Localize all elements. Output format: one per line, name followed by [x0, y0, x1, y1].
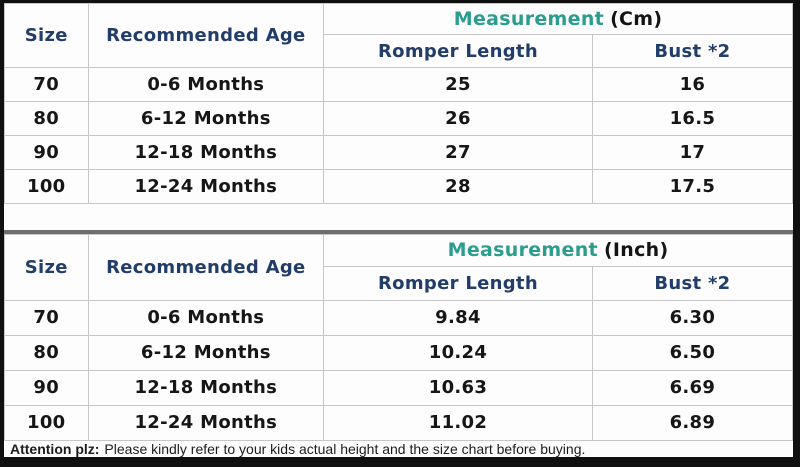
age-cell: 6-12 Months: [87, 334, 325, 371]
table-row: 80 6-12 Months 26 16.5: [4, 101, 794, 136]
bottom-border-bar: [4, 456, 793, 467]
measurement-label: Measurement: [453, 8, 605, 30]
age-header-cell: Recommended Age: [87, 233, 325, 301]
table-row: 100 12-24 Months 11.02 6.89: [4, 404, 794, 441]
bust-cell: 16.5: [591, 101, 794, 136]
size-cell: 90: [4, 369, 89, 406]
table-row: 70 0-6 Months 9.84 6.30: [4, 299, 794, 336]
table-row: 90 12-18 Months 27 17: [4, 135, 794, 170]
measurement-header-cell: Measurement (Inch): [323, 233, 793, 267]
measurement-label: Measurement: [447, 239, 598, 262]
length-cell: 10.24: [323, 334, 593, 371]
table-row: 80 6-12 Months 10.24 6.50: [4, 334, 794, 371]
inch-header-row-1: Size Recommended Age Measurement (Inch): [4, 233, 793, 301]
table-row: 90 12-18 Months 10.63 6.69: [4, 369, 794, 406]
size-header-cell: Size: [4, 3, 89, 68]
bust-header-cell: Bust *2: [591, 34, 794, 68]
measurement-unit-label: (Cm): [610, 8, 663, 30]
size-cell: 100: [4, 404, 89, 441]
length-cell: 11.02: [323, 404, 593, 441]
size-cell: 80: [4, 334, 89, 371]
attention-note-text: Please kindly refer to your kids actual …: [104, 440, 586, 457]
age-cell: 6-12 Months: [87, 101, 325, 136]
bust-cell: 17: [591, 135, 794, 170]
length-cell: 27: [323, 135, 593, 170]
size-cell: 90: [4, 135, 89, 170]
size-cell: 100: [4, 169, 89, 204]
age-cell: 0-6 Months: [87, 67, 325, 102]
length-cell: 9.84: [323, 299, 593, 336]
table-row: 70 0-6 Months 25 16: [4, 67, 794, 102]
size-chart-inch-table: Size Recommended Age Measurement (Inch) R…: [4, 233, 794, 441]
cm-header-row-1: Size Recommended Age Measurement (Cm): [4, 3, 793, 68]
inch-table-wrapper: Size Recommended Age Measurement (Inch) R…: [4, 229, 794, 441]
inch-header-row-2: Romper Length Bust *2: [5, 265, 794, 301]
measurement-header-cell: Measurement (Cm): [323, 3, 793, 35]
measurement-unit-label: (Inch): [603, 239, 669, 262]
attention-note-label: Attention plz:: [10, 440, 100, 457]
age-cell: 12-24 Months: [87, 169, 325, 204]
bust-cell: 6.30: [591, 299, 794, 336]
age-header-cell: Recommended Age: [87, 3, 325, 68]
bust-cell: 17.5: [591, 169, 794, 204]
size-header-cell: Size: [4, 233, 89, 301]
bust-cell: 16: [591, 67, 794, 102]
size-cell: 70: [4, 67, 89, 102]
age-cell: 12-24 Months: [87, 404, 325, 441]
romper-length-header-cell: Romper Length: [323, 34, 593, 68]
age-cell: 12-18 Months: [87, 369, 325, 406]
bust-cell: 6.50: [591, 334, 794, 371]
attention-note: Attention plz: Please kindly refer to yo…: [4, 440, 793, 457]
length-cell: 26: [323, 101, 593, 136]
age-cell: 12-18 Months: [87, 135, 325, 170]
size-cell: 70: [4, 299, 89, 336]
length-cell: 10.63: [323, 369, 593, 406]
table-gap-divider: [4, 204, 793, 230]
romper-length-header-cell: Romper Length: [323, 265, 593, 301]
length-cell: 25: [323, 67, 593, 102]
size-cell: 80: [4, 101, 89, 136]
bust-cell: 6.89: [591, 404, 794, 441]
length-cell: 28: [323, 169, 593, 204]
table-row: 100 12-24 Months 28 17.5: [4, 169, 794, 204]
age-cell: 0-6 Months: [87, 299, 325, 336]
cm-header-row-2: Romper Length Bust *2: [5, 34, 794, 68]
size-chart-cm-table: Size Recommended Age Measurement (Cm) Rom…: [4, 3, 794, 204]
bust-cell: 6.69: [591, 369, 794, 406]
bust-header-cell: Bust *2: [591, 265, 794, 301]
